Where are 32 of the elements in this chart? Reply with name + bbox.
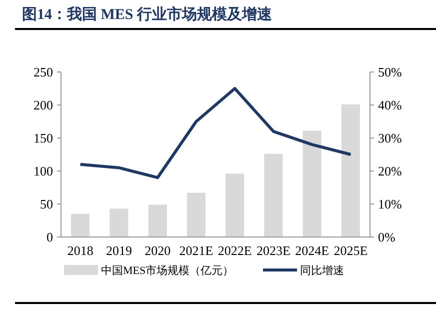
x-tick-label: 2024E xyxy=(295,243,330,258)
x-tick-label: 2022E xyxy=(218,243,252,258)
y2-tick-label: 30% xyxy=(378,130,402,146)
y-tick-label: 150 xyxy=(34,130,53,146)
x-tick-label: 2019 xyxy=(106,243,132,258)
legend-label: 同比增速 xyxy=(300,264,344,277)
bar xyxy=(341,104,360,237)
bar xyxy=(264,154,283,237)
y-tick-label: 250 xyxy=(34,64,53,80)
x-tick-label: 2021E xyxy=(179,243,214,258)
x-tick-label: 2018 xyxy=(67,243,94,258)
x-tick-label: 2020 xyxy=(144,243,171,258)
bar xyxy=(148,204,167,237)
chart-title: 图14：我国 MES 行业市场规模及增速 xyxy=(22,5,274,23)
bar xyxy=(71,214,90,237)
bar xyxy=(226,174,244,237)
y2-tick-label: 40% xyxy=(378,98,402,113)
bar xyxy=(302,130,322,237)
y-tick-label: 100 xyxy=(34,164,53,179)
legend-label: 中国MES市场规模（亿元） xyxy=(101,264,234,277)
bar xyxy=(110,208,128,237)
y2-tick-label: 10% xyxy=(378,196,402,212)
x-tick-label: 2025E xyxy=(334,243,368,258)
x-tick-label: 2023E xyxy=(256,243,290,258)
y2-tick-label: 0% xyxy=(378,230,396,245)
y2-tick-label: 20% xyxy=(378,164,402,179)
y2-tick-label: 50% xyxy=(378,64,402,80)
y-tick-label: 200 xyxy=(34,98,53,113)
bar xyxy=(186,192,206,237)
y-tick-label: 50 xyxy=(40,196,53,212)
line-series xyxy=(78,87,352,180)
y-tick-label: 0 xyxy=(46,230,53,245)
